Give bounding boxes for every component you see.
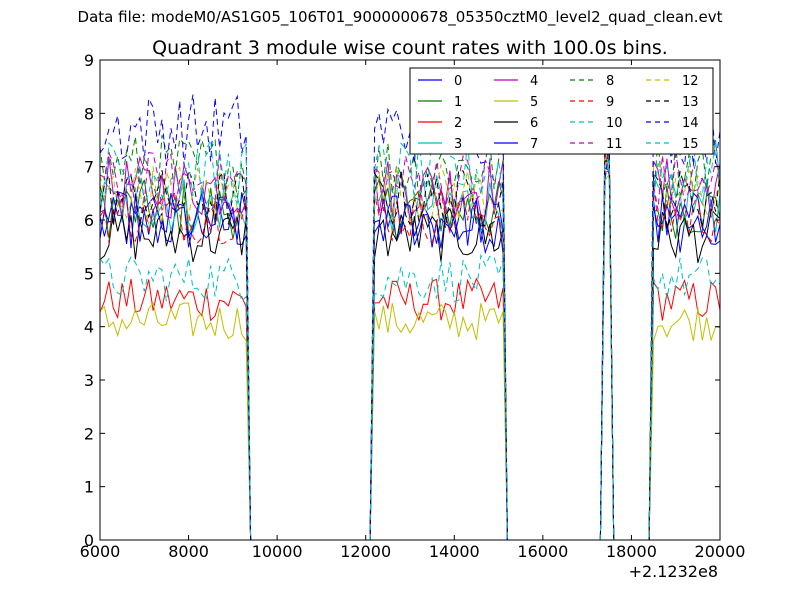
x-tick-label: 20000 xyxy=(695,542,746,561)
series-line-15 xyxy=(99,138,721,541)
chart-title: Quadrant 3 module wise count rates with … xyxy=(152,37,668,59)
y-tick-label: 4 xyxy=(84,318,94,337)
x-tick-label: 18000 xyxy=(606,542,657,561)
series-line-1 xyxy=(99,138,721,541)
axis-ticks: 6000 8000 10000 12000 14000 16000 18000 20000 0 1… xyxy=(80,51,746,561)
legend-label-7: 7 xyxy=(530,137,538,152)
legend-label-1: 1 xyxy=(454,95,462,110)
legend-label-2: 2 xyxy=(454,116,462,131)
legend-label-13: 13 xyxy=(682,95,699,110)
y-tick-label: 6 xyxy=(84,211,94,230)
y-tick-label: 1 xyxy=(84,478,94,497)
x-tick-label: 16000 xyxy=(517,542,568,561)
x-tick-label: 12000 xyxy=(340,542,391,561)
legend-label-15: 15 xyxy=(682,137,699,152)
legend-label-6: 6 xyxy=(530,116,538,131)
legend-label-14: 14 xyxy=(682,116,699,131)
y-tick-label: 5 xyxy=(84,264,94,283)
series-lines xyxy=(99,94,721,541)
x-tick-label: 10000 xyxy=(252,542,303,561)
x-tick-label: 14000 xyxy=(429,542,480,561)
legend-label-3: 3 xyxy=(454,137,462,152)
series-line-13 xyxy=(99,145,721,541)
legend-label-8: 8 xyxy=(606,74,614,89)
y-tick-label: 9 xyxy=(84,51,94,70)
series-line-10 xyxy=(99,140,721,541)
legend-label-0: 0 xyxy=(454,74,462,89)
legend-label-12: 12 xyxy=(682,74,699,89)
plot-frame xyxy=(99,59,721,541)
y-tick-label: 8 xyxy=(84,104,94,123)
x-tick-label: 8000 xyxy=(168,542,209,561)
y-tick-label: 0 xyxy=(84,531,94,550)
legend-label-9: 9 xyxy=(606,95,614,110)
legend-label-10: 10 xyxy=(606,116,623,131)
data-file-caption: Data file: modeM0/AS1G05_106T01_90000006… xyxy=(77,8,723,26)
legend-label-5: 5 xyxy=(530,95,538,110)
series-line-4 xyxy=(99,155,721,541)
y-tick-label: 2 xyxy=(84,424,94,443)
legend-box xyxy=(409,67,714,155)
legend-label-11: 11 xyxy=(606,137,623,152)
y-tick-label: 7 xyxy=(84,158,94,177)
legend-label-4: 4 xyxy=(530,74,538,89)
x-offset-label: +2.1232e8 xyxy=(629,562,718,581)
y-tick-label: 3 xyxy=(84,371,94,390)
x-tick-label: 6000 xyxy=(80,542,121,561)
